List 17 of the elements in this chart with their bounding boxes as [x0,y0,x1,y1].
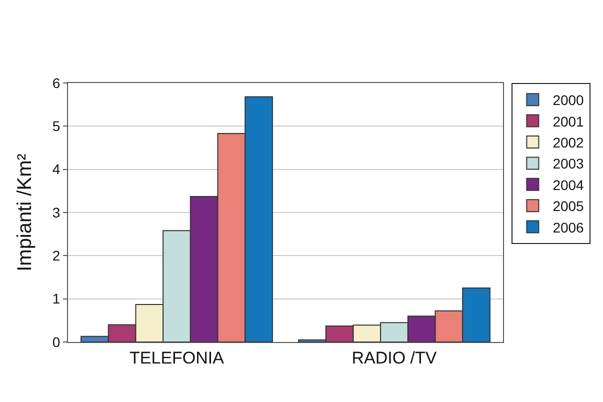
legend-label: 2004 [552,176,584,193]
legend-label: 2000 [552,92,584,108]
legend-label: 2005 [552,198,584,214]
x-tick-label: RADIO /TV [352,348,438,368]
y-tick-label: 0 [52,334,60,350]
legend-label: 2003 [552,156,584,172]
y-tick-label: 2 [52,248,60,264]
y-tick-label: 1 [52,290,60,307]
legend-label: 2006 [552,219,584,236]
y-tick-label: 5 [52,118,60,134]
legend-label: 2001 [552,113,584,130]
y-tick-label: 3 [52,204,60,220]
y-tick-label: 6 [52,74,60,91]
legend-label: 2002 [552,134,584,150]
x-tick-label: TELEFONIA [130,348,225,368]
y-axis-title: Impianti /Km² [14,153,36,272]
y-tick-label: 4 [52,161,60,178]
